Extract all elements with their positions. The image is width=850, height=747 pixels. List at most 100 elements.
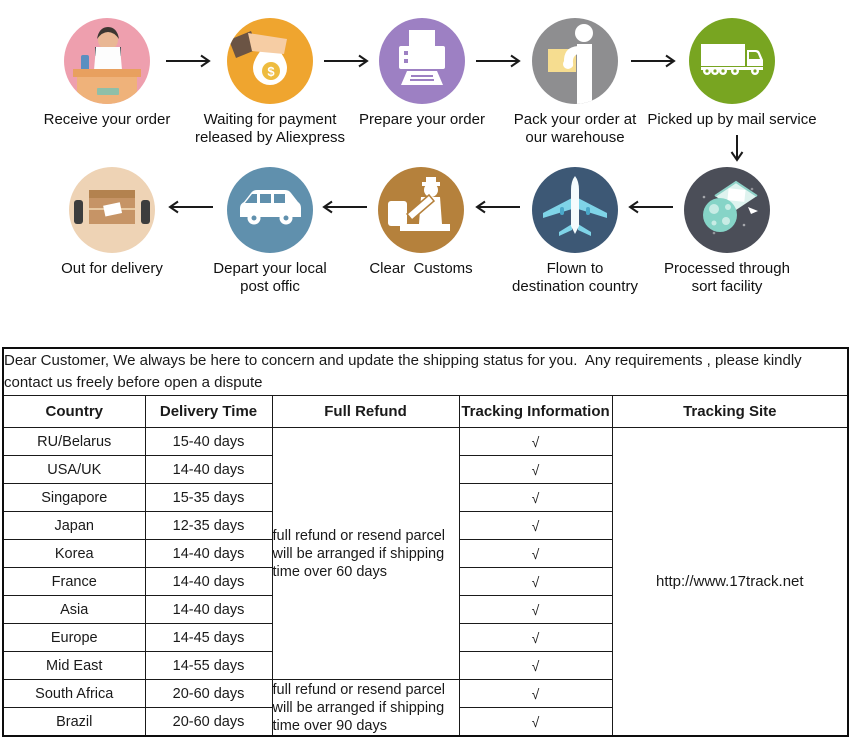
- step-label: Depart your local post offic: [213, 260, 327, 295]
- delivery-time-cell: 15-40 days: [144, 427, 273, 456]
- step-circle: [689, 18, 775, 104]
- header-delivery-time: Delivery Time: [144, 395, 273, 428]
- table-row: France 14-40 days √: [2, 567, 848, 596]
- step-picked-up: Picked up by mail service: [647, 18, 817, 129]
- step-circle: [684, 167, 770, 253]
- svg-text:$: $: [267, 64, 275, 79]
- step-prepare-order: Prepare your order: [337, 18, 507, 129]
- step-circle: [227, 167, 313, 253]
- table-row: Brazil 20-60 days √: [2, 707, 848, 737]
- arrow-left-icon: [475, 200, 520, 214]
- mail-truck-icon: [701, 44, 763, 75]
- country-cell: Asia: [2, 595, 146, 624]
- delivery-time-cell: 20-60 days: [144, 679, 273, 708]
- step-pack-order: Pack your order at our warehouse: [490, 18, 660, 147]
- step-circle: $: [227, 18, 313, 104]
- step-flown-to-destination: Flown to destination country: [490, 167, 660, 296]
- country-cell: Japan: [2, 511, 146, 540]
- step-circle: [532, 167, 618, 253]
- delivery-time-cell: 14-40 days: [144, 567, 273, 596]
- tracking-check: √: [458, 567, 613, 596]
- step-out-for-delivery: Out for delivery: [27, 167, 197, 278]
- tracking-check: √: [458, 539, 613, 568]
- step-label: Receive your order: [43, 111, 171, 128]
- arrow-left-icon: [628, 200, 673, 214]
- step-circle: [379, 18, 465, 104]
- step-clear-customs: Clear Customs: [336, 167, 506, 278]
- printer-icon: [399, 30, 445, 85]
- arrow-right-icon: [631, 54, 676, 68]
- step-circle: [378, 167, 464, 253]
- country-cell: RU/Belarus: [2, 427, 146, 456]
- delivery-time-cell: 15-35 days: [144, 483, 273, 512]
- step-label: Picked up by mail service: [647, 111, 817, 128]
- delivery-time-cell: 20-60 days: [144, 707, 273, 737]
- full-refund-90-cell: full refund or resend parcel will be arr…: [271, 679, 460, 737]
- arrow-right-icon: [166, 54, 211, 68]
- header-country: Country: [2, 395, 146, 428]
- tracking-check: √: [458, 623, 613, 652]
- country-cell: Mid East: [2, 651, 146, 680]
- step-sort-facility: Processed through sort facility: [642, 167, 812, 296]
- shipping-info-table: Dear Customer, We always be here to conc…: [2, 347, 850, 737]
- table-note-row: Dear Customer, We always be here to conc…: [2, 347, 849, 396]
- country-cell: USA/UK: [2, 455, 146, 484]
- header-tracking-information: Tracking Information: [458, 395, 613, 428]
- person-packing-box-icon: [548, 24, 593, 104]
- step-label: Processed through sort facility: [664, 260, 790, 295]
- country-cell: Singapore: [2, 483, 146, 512]
- step-label: Prepare your order: [359, 111, 485, 128]
- delivery-time-cell: 14-40 days: [144, 595, 273, 624]
- arrow-right-icon: [476, 54, 521, 68]
- step-label: Flown to destination country: [512, 260, 638, 295]
- step-label: Pack your order at our warehouse: [513, 111, 637, 146]
- country-cell: Europe: [2, 623, 146, 652]
- customer-note: Dear Customer, We always be here to conc…: [2, 347, 849, 396]
- customs-officer-icon: [388, 177, 450, 231]
- table-row: Asia 14-40 days √: [2, 595, 848, 624]
- step-label: Out for delivery: [61, 260, 163, 277]
- tracking-check: √: [458, 455, 613, 484]
- airplane-icon: [543, 176, 607, 236]
- post-van-icon: [240, 190, 301, 225]
- step-receive-order: Receive your order: [22, 18, 192, 129]
- payment-money-bag-icon: $: [229, 31, 287, 85]
- person-at-desk-icon: [73, 27, 141, 104]
- tracking-check: √: [458, 651, 613, 680]
- table-header-row: Country Delivery Time Full Refund Tracki…: [2, 395, 849, 428]
- arrow-right-icon: [324, 54, 369, 68]
- table-row: South Africa 20-60 days full refund or r…: [2, 679, 848, 737]
- tracking-check: √: [458, 427, 613, 456]
- delivery-time-cell: 14-55 days: [144, 651, 273, 680]
- delivery-time-cell: 14-40 days: [144, 539, 273, 568]
- country-cell: Korea: [2, 539, 146, 568]
- table-row: Korea 14-40 days √: [2, 539, 848, 568]
- step-depart-post-office: Depart your local post offic: [185, 167, 355, 296]
- table-row: Europe 14-45 days √: [2, 623, 848, 652]
- country-cell: Brazil: [2, 707, 146, 737]
- tracking-check: √: [458, 511, 613, 540]
- step-label: Waiting for payment released by Aliexpre…: [194, 111, 346, 146]
- globe-mail-sorting-icon: [702, 180, 758, 235]
- header-full-refund: Full Refund: [271, 395, 460, 428]
- delivery-time-cell: 14-40 days: [144, 455, 273, 484]
- tracking-check: √: [458, 707, 613, 737]
- step-circle: [532, 18, 618, 104]
- country-cell: France: [2, 567, 146, 596]
- country-cell: South Africa: [2, 679, 146, 708]
- table-row: Singapore 15-35 days √: [2, 483, 848, 512]
- table-row: RU/Belarus 15-40 days full refund or res…: [2, 427, 849, 737]
- full-refund-60-cell: full refund or resend parcel will be arr…: [271, 427, 460, 680]
- delivery-parcel-icon: [74, 190, 150, 224]
- table-row: Mid East 14-55 days √: [2, 651, 848, 680]
- step-label: Clear Customs: [369, 260, 473, 277]
- delivery-time-cell: 14-45 days: [144, 623, 273, 652]
- step-waiting-payment: $ Waiting for payment released by Aliexp…: [185, 18, 355, 147]
- tracking-check: √: [458, 483, 613, 512]
- table-row: USA/UK 14-40 days √: [2, 455, 848, 484]
- tracking-check: √: [458, 595, 613, 624]
- step-circle: [69, 167, 155, 253]
- tracking-check: √: [458, 679, 613, 708]
- delivery-time-cell: 12-35 days: [144, 511, 273, 540]
